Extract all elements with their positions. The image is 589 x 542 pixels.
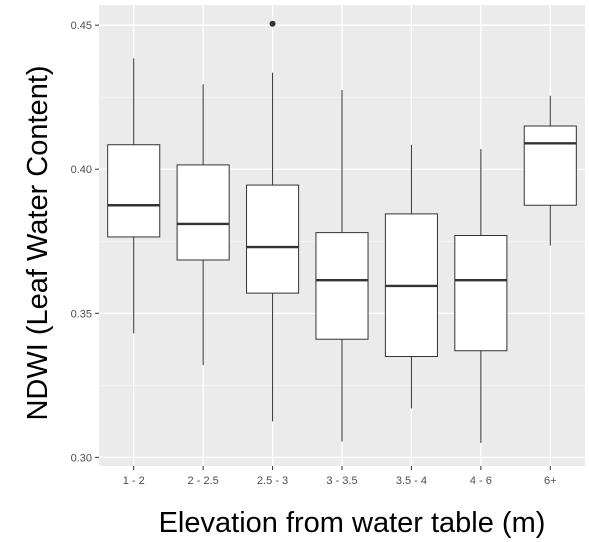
box-iqr — [523, 125, 577, 206]
box-group — [176, 84, 230, 366]
y-axis: 0.30 0.35 0.40 0.45 — [71, 20, 99, 464]
x-tick-label: 4 - 6 — [470, 475, 492, 487]
y-tick-label: 0.40 — [71, 164, 92, 176]
x-tick-label: 3 - 3.5 — [326, 475, 357, 487]
x-tick-label: 1 - 2 — [123, 475, 145, 487]
box-group — [384, 144, 438, 409]
box-group — [246, 20, 300, 422]
box-iqr — [176, 164, 230, 261]
x-axis: 1 - 2 2 - 2.5 2.5 - 3 3 - 3.5 3.5 - 4 4 - 6 6+ — [123, 466, 557, 487]
box-iqr — [315, 232, 369, 340]
x-tick-label: 2 - 2.5 — [188, 475, 219, 487]
x-tick-label: 2.5 - 3 — [257, 475, 288, 487]
x-axis-title: Elevation from water table (m) — [159, 507, 546, 539]
box-iqr — [246, 184, 300, 294]
outlier-point — [269, 20, 276, 27]
box-iqr — [107, 144, 161, 238]
y-tick-label: 0.45 — [71, 20, 92, 32]
box-group — [523, 95, 577, 246]
box-group — [454, 149, 508, 443]
box-group — [107, 58, 161, 334]
y-tick-label: 0.30 — [71, 452, 92, 464]
y-tick-label: 0.35 — [71, 308, 92, 320]
x-tick-label: 3.5 - 4 — [396, 475, 427, 487]
boxes — [107, 20, 577, 443]
box-iqr — [454, 235, 508, 352]
box-group — [315, 89, 369, 442]
x-tick-label: 6+ — [544, 475, 557, 487]
y-axis-title: NDWI (Leaf Water Content) — [22, 65, 54, 420]
